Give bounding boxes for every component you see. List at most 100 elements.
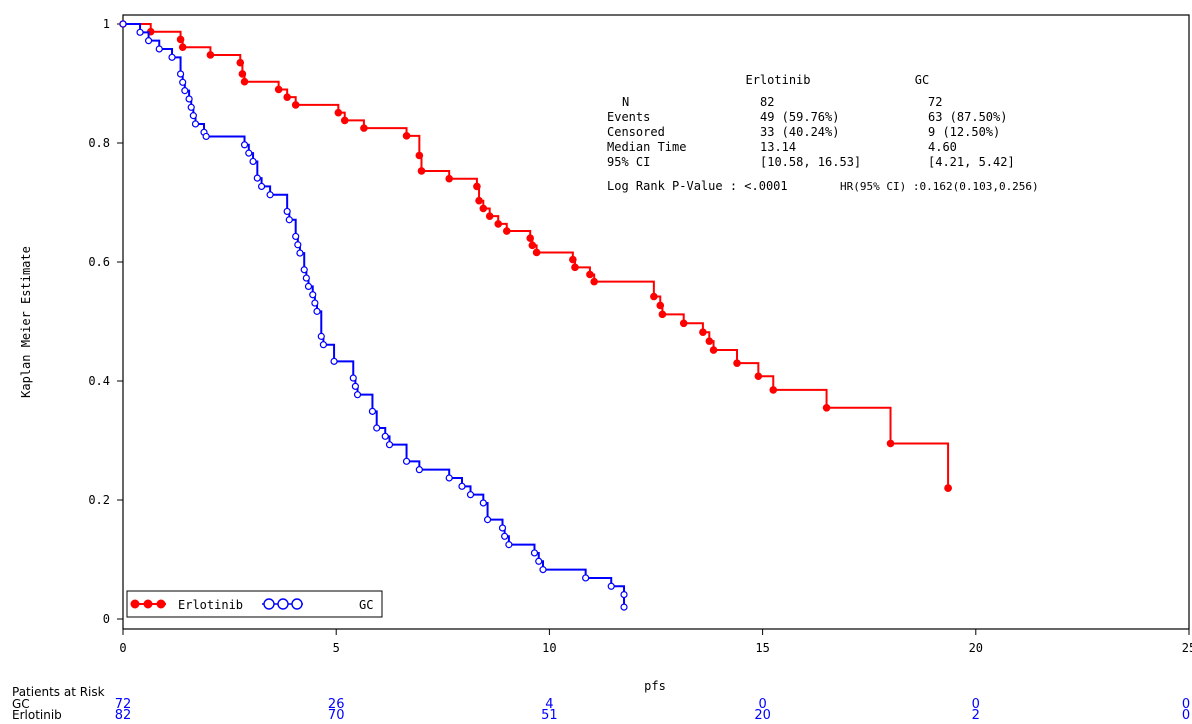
point-gc <box>181 87 189 95</box>
point-gc <box>144 37 153 45</box>
point-gc <box>202 132 210 141</box>
point-gc <box>620 591 628 599</box>
y-tick-label: 0.4 <box>88 374 110 388</box>
point-erlotinib <box>340 116 349 125</box>
stats-gc-censored: 9 (12.50%) <box>928 125 1000 139</box>
point-erlotinib <box>650 292 658 301</box>
stats-header-erlotinib: Erlotinib <box>745 73 810 87</box>
point-erlotinib <box>236 58 245 67</box>
point-gc <box>296 249 304 257</box>
y-tick-label: 0 <box>103 612 110 626</box>
survival-curves <box>119 20 952 611</box>
risk-value-erlotinib: 20 <box>754 708 771 723</box>
x-tick-label: 20 <box>969 641 983 655</box>
risk-value-erlotinib: 82 <box>115 708 132 723</box>
point-gc <box>313 307 321 315</box>
point-gc <box>535 557 543 565</box>
point-erlotinib <box>754 372 763 381</box>
point-gc <box>294 241 302 249</box>
point-gc <box>185 95 193 103</box>
point-gc <box>253 174 261 182</box>
point-gc <box>309 291 317 299</box>
point-erlotinib <box>475 196 483 205</box>
point-gc <box>479 499 487 507</box>
point-erlotinib <box>415 151 424 160</box>
x-axis-label: pfs <box>644 679 666 693</box>
point-erlotinib <box>240 77 249 86</box>
point-gc <box>501 532 509 540</box>
point-gc <box>498 524 507 532</box>
point-erlotinib <box>656 301 665 310</box>
risk-value-gc: 0 <box>758 697 766 712</box>
point-erlotinib <box>473 182 481 191</box>
legend-marker-gc <box>263 598 275 610</box>
y-tick-label: 0.6 <box>88 255 110 269</box>
x-tick-label: 0 <box>119 641 126 655</box>
stats-gc-median: 4.60 <box>928 140 957 154</box>
point-erlotinib <box>886 439 895 448</box>
point-erlotinib <box>526 234 535 243</box>
x-tick-label: 15 <box>755 641 769 655</box>
stats-erlotinib-n: 82 <box>760 95 774 109</box>
point-erlotinib <box>494 220 503 228</box>
point-gc <box>317 332 325 340</box>
point-gc <box>245 149 253 157</box>
point-gc <box>249 157 257 166</box>
stats-hr: HR(95% CI) :0.162(0.103,0.256) <box>840 180 1039 193</box>
x-tick-label: 25 <box>1182 641 1192 655</box>
legend: Erlotinib GC <box>126 590 383 618</box>
point-gc-final <box>620 603 628 611</box>
stats-label-ci: 95% CI <box>607 155 650 169</box>
point-erlotinib <box>176 35 185 44</box>
point-erlotinib <box>485 212 494 220</box>
point-erlotinib <box>238 70 247 78</box>
point-erlotinib <box>402 132 411 140</box>
risk-value-gc: 26 <box>328 697 345 712</box>
y-tick-label: 1 <box>103 17 110 31</box>
point-gc <box>311 299 319 307</box>
risk-value-gc: 72 <box>115 697 132 712</box>
point-gc <box>168 53 176 61</box>
legend-marker-erlotinib <box>156 599 166 609</box>
point-gc <box>539 566 547 574</box>
point-gc <box>266 191 274 199</box>
y-tick-label: 0.8 <box>88 136 110 150</box>
point-gc <box>582 574 590 582</box>
point-gc <box>283 207 291 216</box>
legend-marker-gc <box>291 598 303 610</box>
point-gc <box>155 45 163 53</box>
risk-value-gc: 4 <box>545 697 553 712</box>
point-erlotinib <box>528 241 537 250</box>
stats-table: Erlotinib GC N 82 72 Events 49 (59.76%) … <box>607 73 1039 193</box>
point-erlotinib <box>569 255 577 264</box>
stats-label-median: Median Time <box>607 140 686 154</box>
point-gc <box>257 182 266 191</box>
risk-value-gc: 0 <box>972 697 980 712</box>
risk-label-gc: GC <box>12 697 30 711</box>
point-gc <box>176 70 185 78</box>
stats-label-events: Events <box>607 110 650 124</box>
point-gc <box>189 112 197 120</box>
point-erlotinib <box>658 310 667 319</box>
point-gc <box>353 391 362 399</box>
legend-box <box>126 590 383 618</box>
legend-marker-erlotinib <box>130 599 140 609</box>
point-erlotinib <box>291 101 300 109</box>
stats-erlotinib-median: 13.14 <box>760 140 796 154</box>
stats-pvalue: Log Rank P-Value : <.0001 <box>607 179 788 193</box>
point-erlotinib <box>479 204 488 213</box>
stats-gc-n: 72 <box>928 95 942 109</box>
point-erlotinib <box>274 85 283 94</box>
point-erlotinib <box>283 93 291 101</box>
stats-gc-events: 63 (87.50%) <box>928 110 1007 124</box>
point-gc <box>330 357 338 365</box>
point-erlotinib <box>733 359 741 367</box>
point-gc <box>351 382 359 390</box>
legend-label-erlotinib: Erlotinib <box>178 598 243 612</box>
risk-label-erlotinib: Erlotinib <box>12 708 62 722</box>
stats-label-n: N <box>622 95 629 109</box>
y-tick-label: 0.2 <box>88 493 110 507</box>
stats-gc-ci: [4.21, 5.42] <box>928 155 1015 169</box>
point-gc <box>191 120 200 128</box>
